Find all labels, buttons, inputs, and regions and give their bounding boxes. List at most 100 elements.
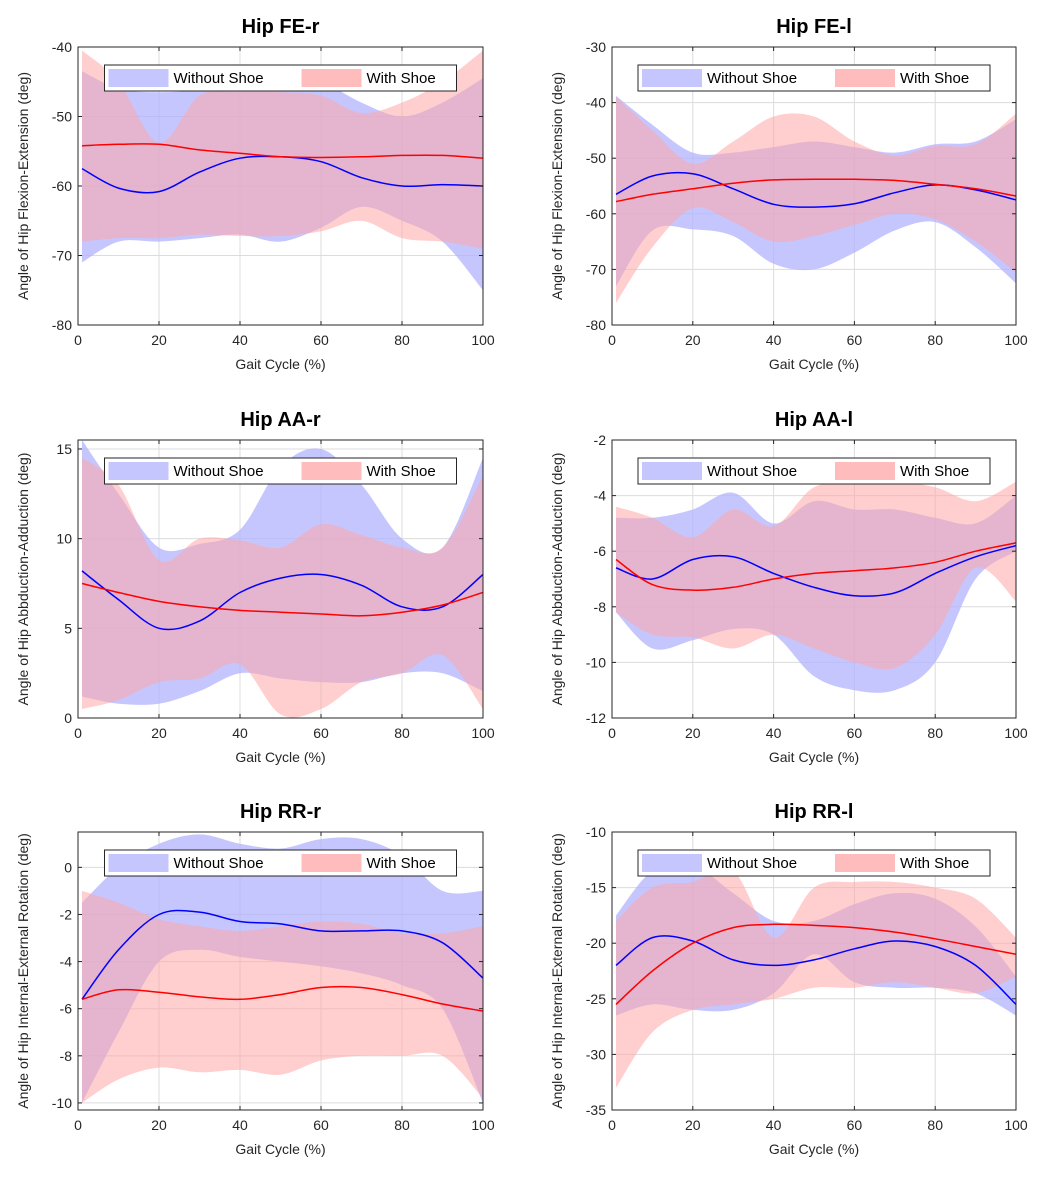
subplot: 0 20 40 60 80 100 -10 -8 -6 -4 -2 0 Hip RR-r Gait Cyc… <box>15 801 495 1157</box>
legend-swatch-without-shoe <box>108 462 169 480</box>
y-tick-label: -8 <box>60 1048 73 1064</box>
y-tick-label: 0 <box>64 859 72 875</box>
x-tick-label: 40 <box>232 332 248 348</box>
y-tick-label: -30 <box>586 1046 606 1062</box>
y-tick-label: -10 <box>52 1095 72 1111</box>
mean-line-without-shoe <box>81 909 483 1000</box>
y-tick-label: -12 <box>586 710 606 726</box>
x-tick-label: 40 <box>232 1117 248 1133</box>
std-band-without-shoe <box>82 834 483 1103</box>
y-axis-label: Angle of Hip Flexion-Extension (deg) <box>15 72 31 300</box>
legend-label-with-shoe: With Shoe <box>900 855 969 872</box>
y-axis-label: Angle of Hip Flexion-Extension (deg) <box>549 72 565 300</box>
subplot: 0 20 40 60 80 100 -12 -10 -8 -6 -4 -2 Hip AA-l Gait C… <box>549 409 1028 765</box>
chart-title: Hip RR-r <box>240 801 321 823</box>
y-tick-label: -60 <box>586 206 606 222</box>
chart-title: Hip FE-l <box>776 16 852 38</box>
y-tick-label: -10 <box>586 824 606 840</box>
y-tick-label: -2 <box>60 906 73 922</box>
x-tick-label: 60 <box>847 1117 863 1133</box>
x-tick-label: 100 <box>1004 332 1028 348</box>
x-tick-label: 0 <box>608 1117 616 1133</box>
legend: Without Shoe With Shoe <box>637 64 991 92</box>
plot-content <box>615 95 1016 303</box>
mean-line-with-shoe <box>615 542 1016 591</box>
legend-swatch-with-shoe <box>835 69 895 87</box>
x-tick-label: 0 <box>74 332 82 348</box>
x-tick-label: 20 <box>685 332 701 348</box>
subplot: 0 20 40 60 80 100 -35 -30 -25 -20 -15 -10 Hip RR-l Ga… <box>549 801 1028 1157</box>
mean-line-without-shoe <box>81 570 483 631</box>
legend-swatch-with-shoe <box>835 462 895 480</box>
legend-label-with-shoe: With Shoe <box>367 855 436 872</box>
mean-line-with-shoe <box>81 985 483 1012</box>
legend: Without Shoe With Shoe <box>104 849 457 877</box>
legend-label-with-shoe: With Shoe <box>900 463 969 480</box>
legend-swatch-with-shoe <box>835 854 895 872</box>
x-tick-label: 40 <box>766 332 782 348</box>
x-tick-label: 80 <box>394 1117 410 1133</box>
y-tick-label: -30 <box>586 39 606 55</box>
mean-line-with-shoe <box>81 582 483 617</box>
y-axis-label: Angle of Hip Internal-External Rotation … <box>15 833 31 1108</box>
y-tick-label: -25 <box>586 991 606 1007</box>
std-band-with-shoe <box>82 50 483 249</box>
y-tick-label: -35 <box>586 1102 606 1118</box>
legend-swatch-with-shoe <box>301 854 362 872</box>
y-tick-label: -15 <box>586 880 606 896</box>
mean-line-with-shoe <box>615 178 1016 203</box>
legend: Without Shoe With Shoe <box>637 457 991 485</box>
y-tick-label: -70 <box>586 261 606 277</box>
y-axis-label: Angle of Hip Abbduction-Adduction (deg) <box>15 453 31 706</box>
plot-content <box>615 481 1016 693</box>
x-tick-label: 20 <box>151 1117 167 1133</box>
y-tick-label: 5 <box>64 620 72 636</box>
mean-line-with-shoe <box>81 143 483 159</box>
y-tick-label: -50 <box>52 109 72 125</box>
legend-label-without-shoe: Without Shoe <box>174 855 264 872</box>
x-tick-label: 60 <box>847 332 863 348</box>
y-tick-label: -2 <box>594 432 607 448</box>
axes-box <box>77 831 484 1111</box>
plot-content <box>615 863 1016 1088</box>
chart-title: Hip RR-l <box>775 801 854 823</box>
y-tick-label: 15 <box>56 441 72 457</box>
x-axis-label: Gait Cycle (%) <box>235 749 325 765</box>
x-tick-label: 80 <box>927 332 943 348</box>
plot-content <box>81 440 483 718</box>
plot-content <box>81 50 483 291</box>
legend-swatch-with-shoe <box>301 69 362 87</box>
x-axis-label: Gait Cycle (%) <box>235 1141 325 1157</box>
x-tick-label: 20 <box>151 332 167 348</box>
y-tick-label: -80 <box>586 317 606 333</box>
axes-box <box>611 439 1017 719</box>
y-axis-label: Angle of Hip Abbduction-Adduction (deg) <box>549 453 565 706</box>
y-tick-label: -40 <box>586 95 606 111</box>
x-tick-label: 60 <box>313 332 329 348</box>
x-tick-label: 100 <box>1004 1117 1028 1133</box>
y-tick-label: -6 <box>60 1001 73 1017</box>
x-tick-label: 80 <box>927 1117 943 1133</box>
y-tick-label: -60 <box>52 178 72 194</box>
y-tick-label: -6 <box>594 543 607 559</box>
legend-swatch-without-shoe <box>642 854 702 872</box>
legend-swatch-without-shoe <box>108 69 169 87</box>
y-tick-label: -80 <box>52 317 72 333</box>
chart-title: Hip FE-r <box>242 16 320 38</box>
legend-label-with-shoe: With Shoe <box>900 70 969 87</box>
x-axis-label: Gait Cycle (%) <box>769 749 859 765</box>
x-tick-label: 20 <box>151 725 167 741</box>
x-axis-label: Gait Cycle (%) <box>769 1141 859 1157</box>
y-axis-label: Angle of Hip Internal-External Rotation … <box>549 833 565 1108</box>
x-tick-label: 0 <box>74 1117 82 1133</box>
legend-label-with-shoe: With Shoe <box>367 70 436 87</box>
x-tick-label: 0 <box>74 725 82 741</box>
y-tick-label: -20 <box>586 935 606 951</box>
subplot: 0 20 40 60 80 100 -80 -70 -60 -50 -40 -30 Hip FE-l Ga… <box>549 16 1028 372</box>
y-tick-label: -8 <box>594 599 607 615</box>
x-tick-label: 100 <box>471 1117 495 1133</box>
legend-swatch-without-shoe <box>642 69 702 87</box>
mean-line-without-shoe <box>615 935 1016 1005</box>
